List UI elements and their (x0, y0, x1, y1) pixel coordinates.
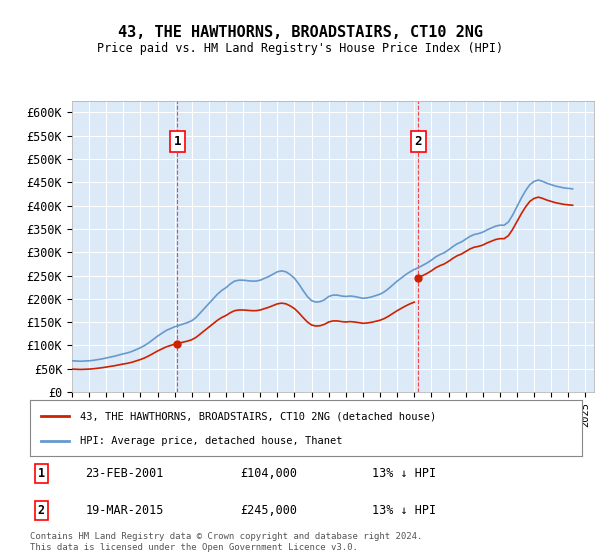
Text: Contains HM Land Registry data © Crown copyright and database right 2024.
This d: Contains HM Land Registry data © Crown c… (30, 532, 422, 552)
Text: 23-FEB-2001: 23-FEB-2001 (85, 467, 164, 480)
Text: 2: 2 (415, 135, 422, 148)
Text: 1: 1 (37, 467, 44, 480)
Text: 13% ↓ HPI: 13% ↓ HPI (372, 467, 436, 480)
Text: 43, THE HAWTHORNS, BROADSTAIRS, CT10 2NG: 43, THE HAWTHORNS, BROADSTAIRS, CT10 2NG (118, 25, 482, 40)
Text: £104,000: £104,000 (240, 467, 297, 480)
Text: 13% ↓ HPI: 13% ↓ HPI (372, 505, 436, 517)
Text: 43, THE HAWTHORNS, BROADSTAIRS, CT10 2NG (detached house): 43, THE HAWTHORNS, BROADSTAIRS, CT10 2NG… (80, 411, 436, 421)
Text: 2: 2 (37, 505, 44, 517)
Text: 19-MAR-2015: 19-MAR-2015 (85, 505, 164, 517)
Text: Price paid vs. HM Land Registry's House Price Index (HPI): Price paid vs. HM Land Registry's House … (97, 42, 503, 55)
Text: £245,000: £245,000 (240, 505, 297, 517)
Text: HPI: Average price, detached house, Thanet: HPI: Average price, detached house, Than… (80, 436, 342, 446)
Text: 1: 1 (173, 135, 181, 148)
